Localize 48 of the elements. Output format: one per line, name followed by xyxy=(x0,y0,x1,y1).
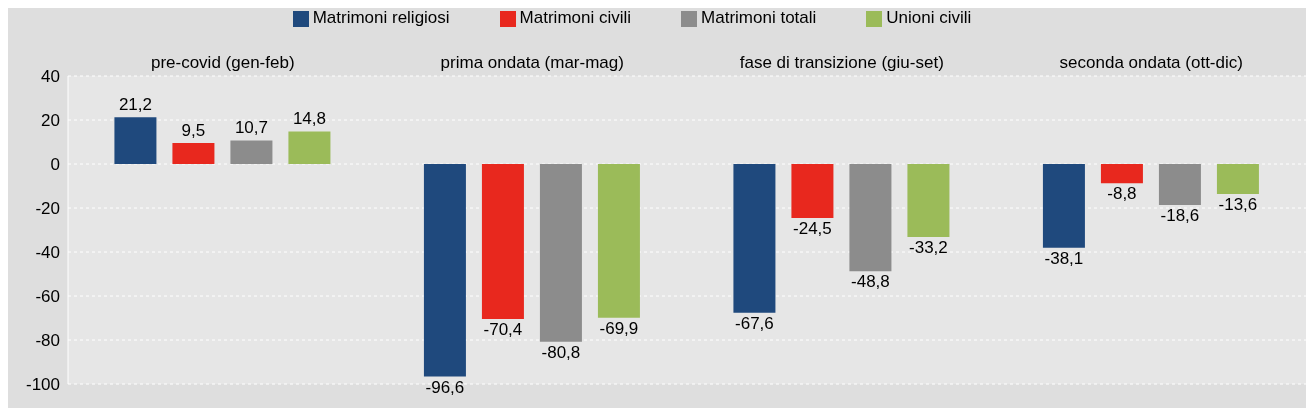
y-tick-label: 20 xyxy=(41,111,60,131)
data-label: -67,6 xyxy=(735,313,774,333)
bar xyxy=(288,131,331,164)
data-label: -96,6 xyxy=(425,377,465,397)
bar xyxy=(791,164,834,218)
data-label: -13,6 xyxy=(1218,194,1258,214)
bar xyxy=(539,164,582,342)
x-tick-label: pre-covid (gen-feb) xyxy=(150,53,295,72)
data-label: -70,4 xyxy=(483,319,523,339)
data-label: -48,8 xyxy=(851,272,890,292)
x-tick-label: fase di transizione (giu-set) xyxy=(739,53,944,72)
data-label: -24,5 xyxy=(793,218,832,238)
data-label: -69,9 xyxy=(599,318,639,338)
bar xyxy=(1100,164,1143,184)
data-label: -80,8 xyxy=(541,342,581,362)
bar xyxy=(230,140,273,164)
bar xyxy=(481,164,524,319)
data-label: 14,8 xyxy=(292,109,326,129)
data-label: 21,2 xyxy=(118,95,152,115)
bar xyxy=(1216,164,1259,194)
bar xyxy=(1158,164,1201,205)
y-tick-label: -60 xyxy=(35,287,60,307)
data-label: -8,8 xyxy=(1107,184,1137,204)
legend-label: Matrimoni civili xyxy=(519,8,632,27)
data-label: -33,2 xyxy=(909,238,948,258)
bar xyxy=(172,143,215,164)
y-tick-label: -100 xyxy=(25,375,60,395)
bar xyxy=(114,117,157,164)
bar xyxy=(423,164,466,377)
bar xyxy=(733,164,776,313)
y-tick-label: -80 xyxy=(35,331,60,351)
data-label: 9,5 xyxy=(181,121,206,141)
y-tick-label: -20 xyxy=(35,199,60,219)
legend-label: Unioni civili xyxy=(886,8,972,27)
legend-label: Matrimoni totali xyxy=(701,8,817,27)
bar xyxy=(597,164,640,318)
y-tick-label: 40 xyxy=(41,67,60,87)
legend-label: Matrimoni religiosi xyxy=(312,8,450,27)
y-tick-label: -40 xyxy=(35,243,60,263)
x-tick-label: prima ondata (mar-mag) xyxy=(440,53,624,72)
bar xyxy=(907,164,950,238)
data-label: 10,7 xyxy=(234,118,268,138)
y-tick-label: 0 xyxy=(50,155,60,175)
data-label: -38,1 xyxy=(1044,248,1084,268)
bar xyxy=(1042,164,1085,248)
data-label: -18,6 xyxy=(1160,205,1200,225)
bar xyxy=(849,164,892,272)
x-tick-label: seconda ondata (ott-dic) xyxy=(1059,53,1243,72)
